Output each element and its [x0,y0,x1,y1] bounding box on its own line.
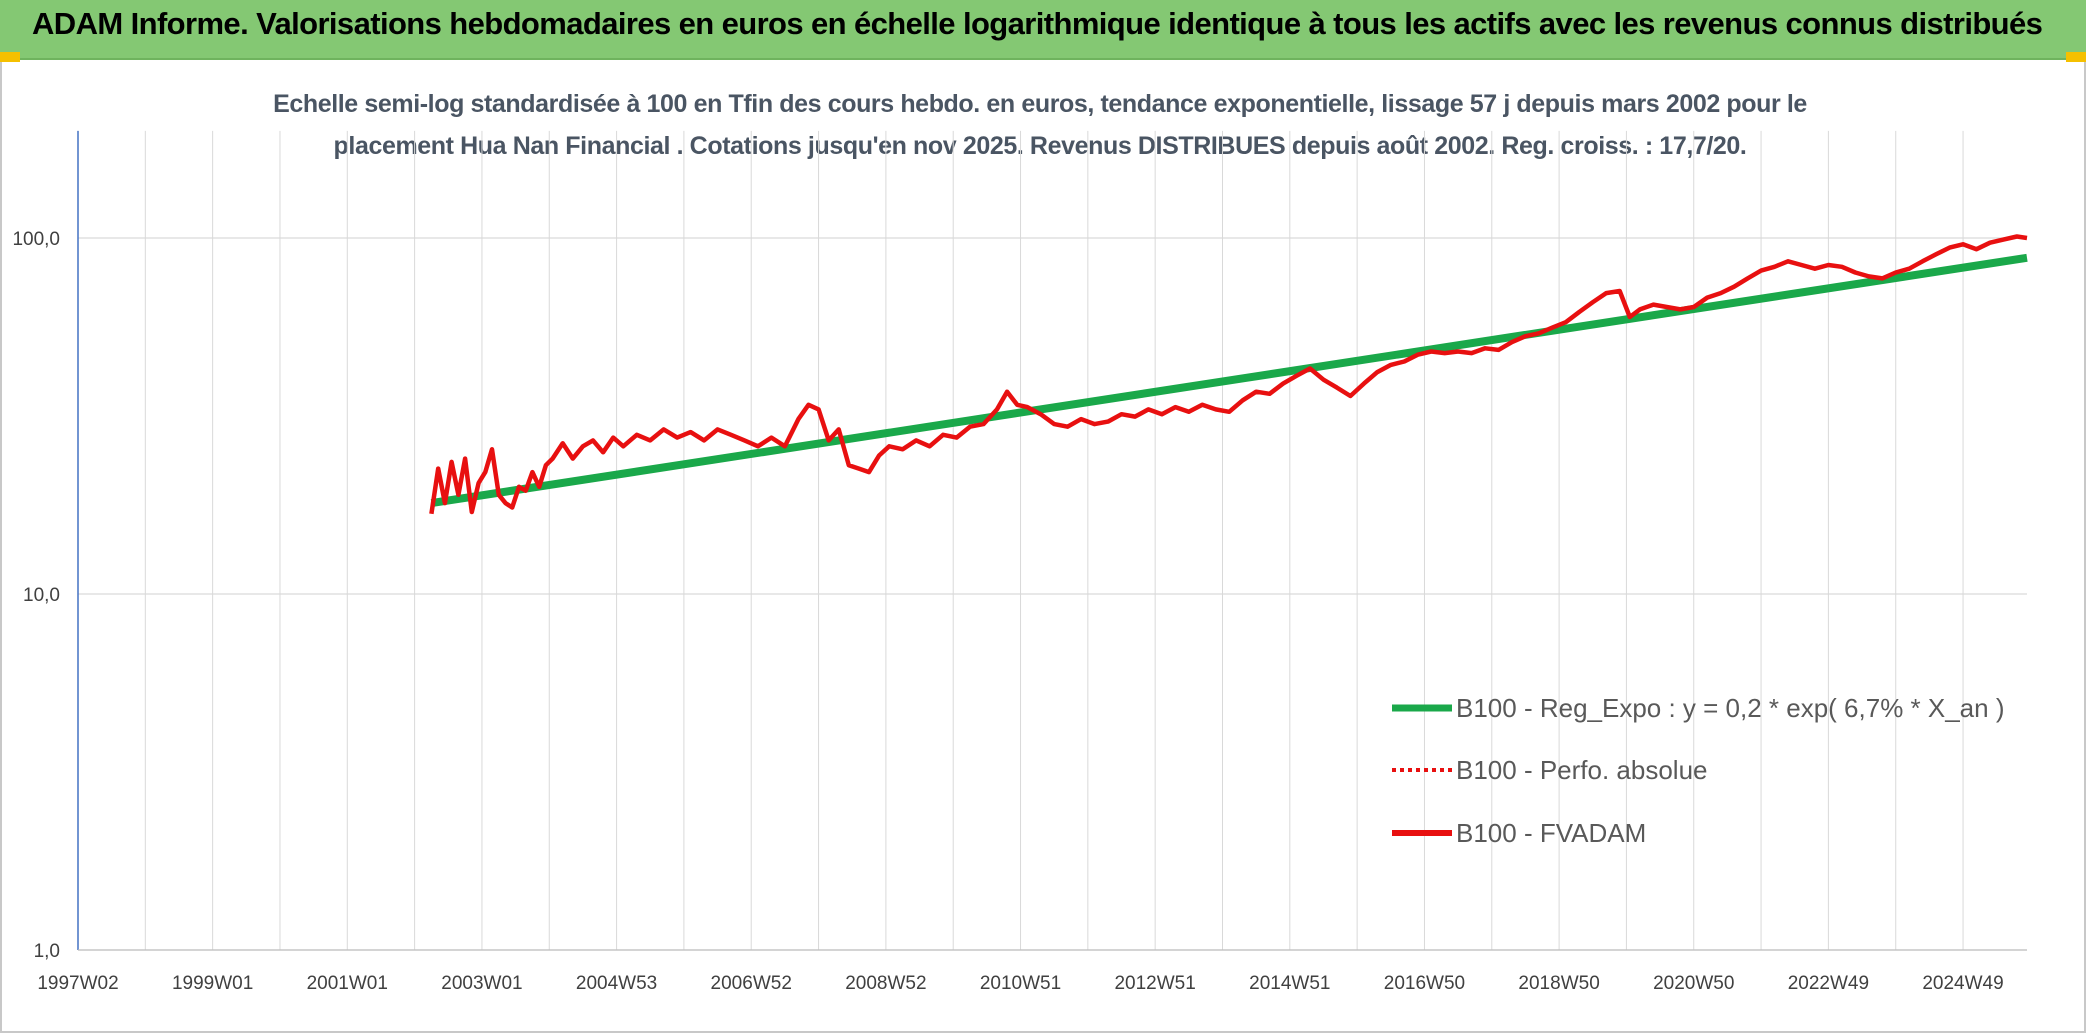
x-tick-label: 2003W01 [441,973,522,994]
x-tick-label: 2001W01 [307,973,388,994]
x-tick-label: 2006W52 [711,973,792,994]
series-layer [429,234,2028,515]
y-tick-label: 100,0 [12,229,60,250]
legend-fvadam-label: B100 - FVADAM [1456,818,1646,848]
fvadam-line [429,234,2028,515]
regression-line [430,253,2028,508]
chart-title-line2: placement Hua Nan Financial . Cotations … [333,132,1747,160]
y-tick-label: 10,0 [23,585,60,606]
x-tick-label: 2016W50 [1384,973,1465,994]
x-tick-label: 2018W50 [1518,973,1599,994]
x-tick-label: 1999W01 [172,973,253,994]
header-bar: ADAM Informe. Valorisations hebdomadaire… [0,0,2086,60]
legend-perfo-absolue-label: B100 - Perfo. absolue [1456,755,1708,785]
x-tick-label: 1997W02 [37,973,118,994]
corner-marker-left [0,52,20,62]
chart-title-line1: Echelle semi-log standardisée à 100 en T… [273,90,1807,118]
x-tick-label: 2020W50 [1653,973,1734,994]
page-title: ADAM Informe. Valorisations hebdomadaire… [32,6,2043,41]
x-tick-label: 2014W51 [1249,973,1330,994]
corner-marker-right [2066,52,2086,62]
x-tick-label: 2012W51 [1114,973,1195,994]
chart-frame [0,62,2086,1033]
y-tick-label: 1,0 [34,941,60,962]
legend: B100 - Reg_Expo : y = 0,2 * exp( 6,7% * … [1392,693,2005,848]
axis-layer: 1,0 10,0 100,0 1997W02 1999W01 2001W01 2003W01… [12,130,2027,994]
x-tick-label: 2022W49 [1788,973,1869,994]
x-tick-label: 2024W49 [1922,973,2003,994]
legend-regression-label: B100 - Reg_Expo : y = 0,2 * exp( 6,7% * … [1456,693,2005,723]
x-tick-label: 2008W52 [845,973,926,994]
x-tick-label: 2010W51 [980,973,1061,994]
x-tick-label: 2004W53 [576,973,657,994]
grid-layer [77,130,2027,951]
